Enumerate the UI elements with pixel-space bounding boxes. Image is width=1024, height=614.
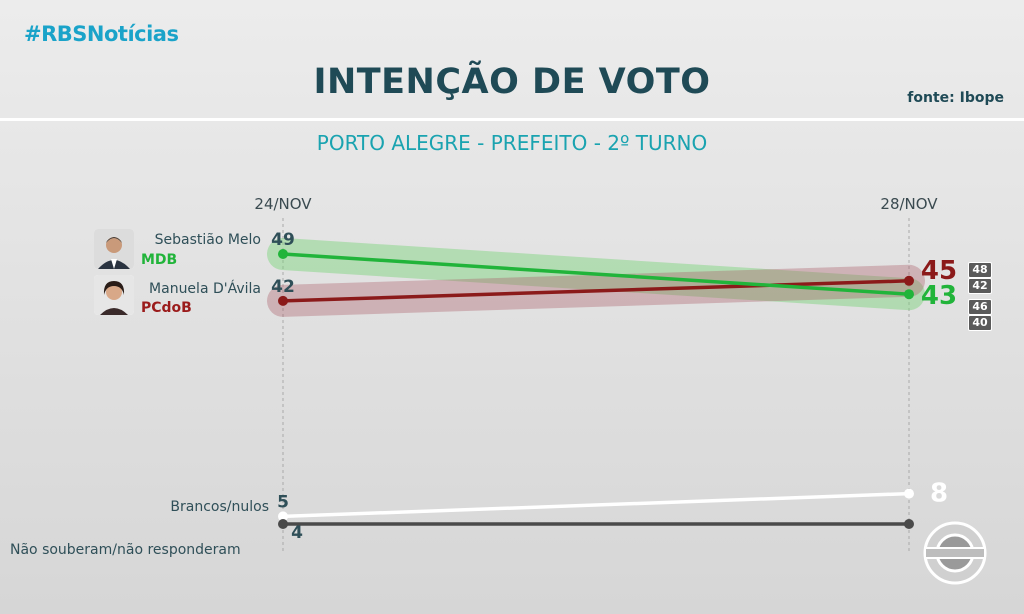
candidate-party-melo: MDB <box>141 252 178 268</box>
avatar-sebastiao-melo <box>94 229 134 269</box>
series-line-1 <box>282 279 910 303</box>
candidate-party-davila: PCdoB <box>141 300 192 316</box>
data-point-0-end <box>904 289 914 300</box>
brand-logo-text: #RBSNotícias <box>24 22 179 46</box>
series-line-0 <box>282 252 910 296</box>
data-point-3-start <box>278 519 288 529</box>
source-label: fonte: Ibope <box>907 90 1004 106</box>
data-point-3-end <box>904 519 914 529</box>
data-label-3-start: 4 <box>291 523 303 543</box>
ci-upper-melo: 46 <box>968 299 992 315</box>
data-label-2-start: 5 <box>277 492 289 512</box>
data-label-2-end: 8 <box>930 479 948 509</box>
avatar-manuela-davila <box>94 275 134 315</box>
x-tick-label: 24/NOV <box>254 195 312 213</box>
ci-lower-melo: 40 <box>968 315 992 331</box>
broadcaster-logo-icon <box>922 520 988 590</box>
data-label-0-end: 43 <box>921 281 957 311</box>
category-label-brancos: Brancos/nulos <box>170 499 269 515</box>
x-tick-label: 28/NOV <box>880 195 938 213</box>
chart-title: INTENÇÃO DE VOTO <box>313 62 711 102</box>
data-point-1-end <box>904 275 914 286</box>
ci-upper-davila: 48 <box>968 262 992 278</box>
series-line-2 <box>282 491 910 519</box>
category-label-nao-souberam: Não souberam/não responderam <box>10 542 241 558</box>
data-label-0-start: 49 <box>271 230 295 250</box>
data-label-1-end: 45 <box>921 256 957 286</box>
data-point-0-start <box>278 249 288 259</box>
data-label-1-start: 42 <box>271 277 295 297</box>
title-divider <box>0 118 1024 121</box>
candidate-name-davila: Manuela D'Ávila <box>149 281 261 297</box>
data-point-2-start <box>278 511 288 522</box>
data-point-1-start <box>278 295 288 306</box>
data-point-2-end <box>904 488 914 499</box>
ci-lower-davila: 42 <box>968 278 992 294</box>
chart-subtitle: PORTO ALEGRE - PREFEITO - 2º TURNO <box>316 131 708 155</box>
candidate-name-melo: Sebastião Melo <box>154 232 261 248</box>
